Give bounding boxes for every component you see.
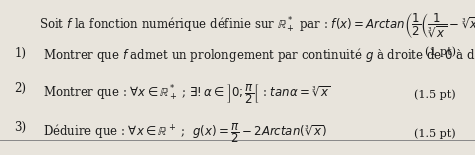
Text: Déduire que : $\forall x \in \mathbb{R}^+$ ;  $g(x) = \dfrac{\pi}{2} - 2Arctan\l: Déduire que : $\forall x \in \mathbb{R}^… xyxy=(43,121,327,145)
Text: 2): 2) xyxy=(14,82,26,95)
Text: 1): 1) xyxy=(14,46,26,60)
Text: Montrer que $f$ admet un prolongement par continuité $g$ à droite de $0$ à déter: Montrer que $f$ admet un prolongement pa… xyxy=(43,46,475,64)
Text: 3): 3) xyxy=(14,121,27,134)
Text: (1.5 pt): (1.5 pt) xyxy=(414,129,456,139)
Text: Montrer que : $\forall x \in \mathbb{R}_+^*$ ; $\exists! \alpha \in \left]0;\dfr: Montrer que : $\forall x \in \mathbb{R}_… xyxy=(43,82,331,106)
Text: (1 pt): (1 pt) xyxy=(425,46,456,57)
Text: Soit $f$ la fonction numérique définie sur $\mathbb{R}_+^*$ par : $f(x) = Arctan: Soit $f$ la fonction numérique définie s… xyxy=(38,11,475,40)
Text: (1.5 pt): (1.5 pt) xyxy=(414,90,456,100)
